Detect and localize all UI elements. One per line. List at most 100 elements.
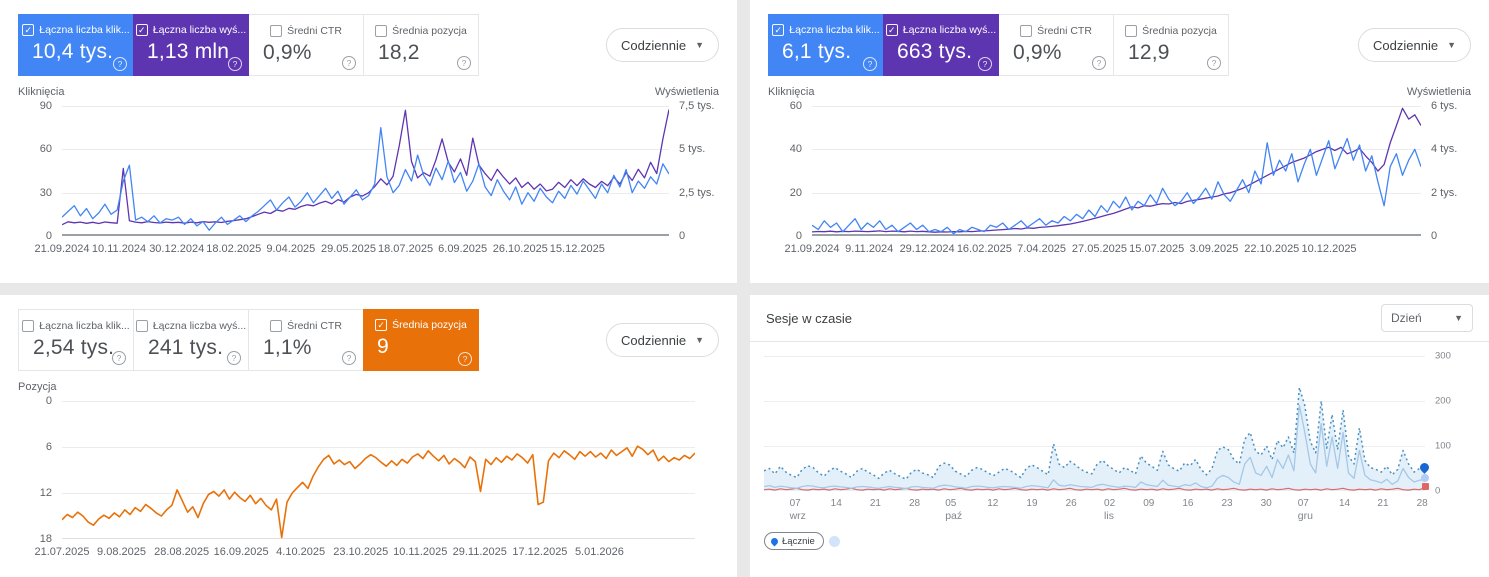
left-axis-title: Kliknięcia: [18, 86, 65, 98]
metric-card-avg-ctr[interactable]: ✓ Średni CTR 0,9% ?: [248, 14, 364, 76]
metric-card-label: Łączna liczba klik...: [39, 24, 130, 36]
granularity-dropdown-label: Dzień: [1391, 311, 1422, 325]
divider: [750, 341, 1489, 342]
metric-card-value: 0,9%: [263, 41, 312, 64]
metric-card-total-clicks[interactable]: ✓ Łączna liczba klik... 6,1 tys. ?: [768, 14, 884, 76]
panel-title: Sesje w czasie: [766, 310, 852, 326]
metric-card-total-clicks[interactable]: ✓ Łączna liczba klik... 2,54 tys. ?: [18, 309, 134, 371]
left-axis-title: Kliknięcia: [768, 86, 815, 98]
series-endpoint-dot-marker[interactable]: [1421, 474, 1429, 483]
clicks-impressions-chart: Kliknięcia Wyświetlenia 90 60 30 0 7,5 tys.…: [0, 86, 737, 269]
granularity-dropdown[interactable]: Codziennie ▼: [606, 28, 719, 62]
metric-card-value: 0,9%: [1013, 41, 1062, 64]
chevron-down-icon: ▼: [695, 40, 704, 50]
help-icon[interactable]: ?: [228, 57, 242, 71]
help-icon[interactable]: ?: [342, 56, 356, 70]
checkbox-checked-icon[interactable]: ✓: [135, 24, 148, 36]
gsc-panel-bottom-left: ✓ Łączna liczba klik... 2,54 tys. ? ✓ Łącz…: [0, 295, 737, 577]
metric-card-total-impressions[interactable]: ✓ Łączna liczba wyś... 1,13 mln ?: [133, 14, 249, 76]
metric-card-total-impressions[interactable]: ✓ Łączna liczba wyś... 663 tys. ?: [883, 14, 999, 76]
right-axis-title: Wyświetlenia: [654, 86, 719, 98]
clicks-impressions-chart: Kliknięcia Wyświetlenia 60 40 20 0 6 tys. 4 …: [750, 86, 1489, 269]
metric-cards-row: ✓ Łączna liczba klik... 6,1 tys. ? ✓ Łączn…: [750, 0, 1489, 76]
metric-card-total-impressions[interactable]: ✓ Łączna liczba wyś... 241 tys. ?: [133, 309, 249, 371]
checkbox-unchecked-icon[interactable]: ✓: [375, 25, 388, 37]
help-icon[interactable]: ?: [1092, 56, 1106, 70]
metric-card-value: 12,9: [1128, 41, 1170, 64]
metric-card-total-clicks[interactable]: ✓ Łączna liczba klik... 10,4 tys. ?: [18, 14, 134, 76]
help-icon[interactable]: ?: [978, 57, 992, 71]
chart-plot-area[interactable]: [62, 106, 669, 236]
help-icon[interactable]: ?: [112, 351, 126, 365]
sessions-chart: 300 200 100 0 07 wrz 14 21 28 05 paź 12 19 26 02 lis 09…: [750, 342, 1489, 528]
metric-card-avg-position[interactable]: ✓ Średnia pozycja 18,2 ?: [363, 14, 479, 76]
checkbox-unchecked-icon[interactable]: ✓: [270, 320, 283, 332]
left-axis-title: Pozycja: [18, 381, 57, 393]
chart-plot-area[interactable]: [62, 401, 695, 539]
checkbox-checked-icon[interactable]: ✓: [375, 319, 388, 331]
granularity-dropdown-label: Codziennie: [621, 37, 687, 53]
metric-card-label: Łączna liczba wyś...: [152, 320, 247, 332]
chevron-down-icon: ▼: [1447, 40, 1456, 50]
right-axis-ticks: 300 200 100 0: [1435, 350, 1451, 497]
metric-card-label: Łączna liczba klik...: [39, 320, 130, 332]
help-icon[interactable]: ?: [458, 352, 472, 366]
metric-card-avg-ctr[interactable]: ✓ Średni CTR 0,9% ?: [998, 14, 1114, 76]
help-icon[interactable]: ?: [457, 56, 471, 70]
metric-card-label: Średni CTR: [287, 320, 342, 332]
help-icon[interactable]: ?: [113, 57, 127, 71]
metric-card-label: Średnia pozycja: [392, 25, 467, 37]
metric-card-value: 10,4 tys.: [32, 40, 114, 63]
x-axis-ticks: 21.09.2024 10.11.2024 30.12.2024 18.02.2025…: [34, 243, 605, 255]
metric-card-value: 241 tys.: [148, 336, 224, 359]
x-axis-ticks: 07 wrz 14 21 28 05 paź 12 19 26 02 lis 09 16 23 30 07 gru…: [789, 498, 1428, 522]
pin-icon: [769, 536, 780, 546]
checkbox-unchecked-icon[interactable]: ✓: [1020, 25, 1033, 37]
help-icon[interactable]: ?: [227, 351, 241, 365]
legend-item-total[interactable]: Łącznie: [764, 532, 824, 550]
granularity-dropdown[interactable]: Dzień ▼: [1381, 304, 1473, 332]
left-axis-ticks: 0 6 12 18: [39, 395, 52, 545]
metric-card-value: 6,1 tys.: [782, 40, 852, 63]
checkbox-checked-icon[interactable]: ✓: [772, 24, 785, 36]
metric-card-label: Łączna liczba wyś...: [902, 24, 997, 36]
legend-label: Łącznie: [782, 535, 815, 547]
checkbox-checked-icon[interactable]: ✓: [885, 24, 898, 36]
metric-card-value: 663 tys.: [897, 40, 973, 63]
chevron-down-icon: ▼: [695, 335, 704, 345]
metric-card-label: Średni CTR: [287, 25, 342, 37]
right-axis-title: Wyświetlenia: [1406, 86, 1471, 98]
metric-card-label: Średnia pozycja: [1142, 25, 1217, 37]
granularity-dropdown-label: Codziennie: [621, 332, 687, 348]
metric-card-label: Średnia pozycja: [392, 319, 467, 331]
metric-card-avg-position[interactable]: ✓ Średnia pozycja 12,9 ?: [1113, 14, 1229, 76]
help-icon[interactable]: ?: [342, 351, 356, 365]
granularity-dropdown[interactable]: Codziennie ▼: [1358, 28, 1471, 62]
right-axis-ticks: 6 tys. 4 tys. 2 tys. 0: [1431, 100, 1458, 242]
granularity-dropdown[interactable]: Codziennie ▼: [606, 323, 719, 357]
metric-card-value: 1,13 mln: [147, 40, 230, 63]
help-icon[interactable]: ?: [863, 57, 877, 71]
metric-card-label: Łączna liczba wyś...: [152, 24, 247, 36]
chart-plot-area[interactable]: [764, 356, 1431, 491]
checkbox-unchecked-icon[interactable]: ✓: [270, 25, 283, 37]
checkbox-checked-icon[interactable]: ✓: [22, 24, 35, 36]
checkbox-unchecked-icon[interactable]: ✓: [22, 320, 35, 332]
granularity-dropdown-label: Codziennie: [1373, 37, 1439, 53]
series-endpoint-square-marker[interactable]: [1422, 483, 1429, 491]
metric-card-avg-position[interactable]: ✓ Średnia pozycja 9 ?: [363, 309, 479, 371]
chart-plot-area[interactable]: [812, 106, 1421, 236]
legend-row: Łącznie: [764, 532, 1489, 550]
gsc-panel-top-right: ✓ Łączna liczba klik... 6,1 tys. ? ✓ Łączn…: [750, 0, 1489, 283]
left-axis-ticks: 90 60 30 0: [39, 100, 52, 242]
metric-cards-row: ✓ Łączna liczba klik... 2,54 tys. ? ✓ Łącz…: [0, 295, 737, 371]
ga-sessions-panel: Sesje w czasie Dzień ▼ 300 200 100 0 07 wrz 1…: [750, 295, 1489, 577]
help-icon[interactable]: ?: [1207, 56, 1221, 70]
checkbox-unchecked-icon[interactable]: ✓: [135, 320, 148, 332]
metric-card-value: 9: [377, 335, 389, 358]
left-axis-ticks: 60 40 20 0: [789, 100, 802, 242]
right-axis-ticks: 7,5 tys. 5 tys. 2,5 tys. 0: [679, 100, 715, 242]
checkbox-unchecked-icon[interactable]: ✓: [1125, 25, 1138, 37]
metric-card-avg-ctr[interactable]: ✓ Średni CTR 1,1% ?: [248, 309, 364, 371]
